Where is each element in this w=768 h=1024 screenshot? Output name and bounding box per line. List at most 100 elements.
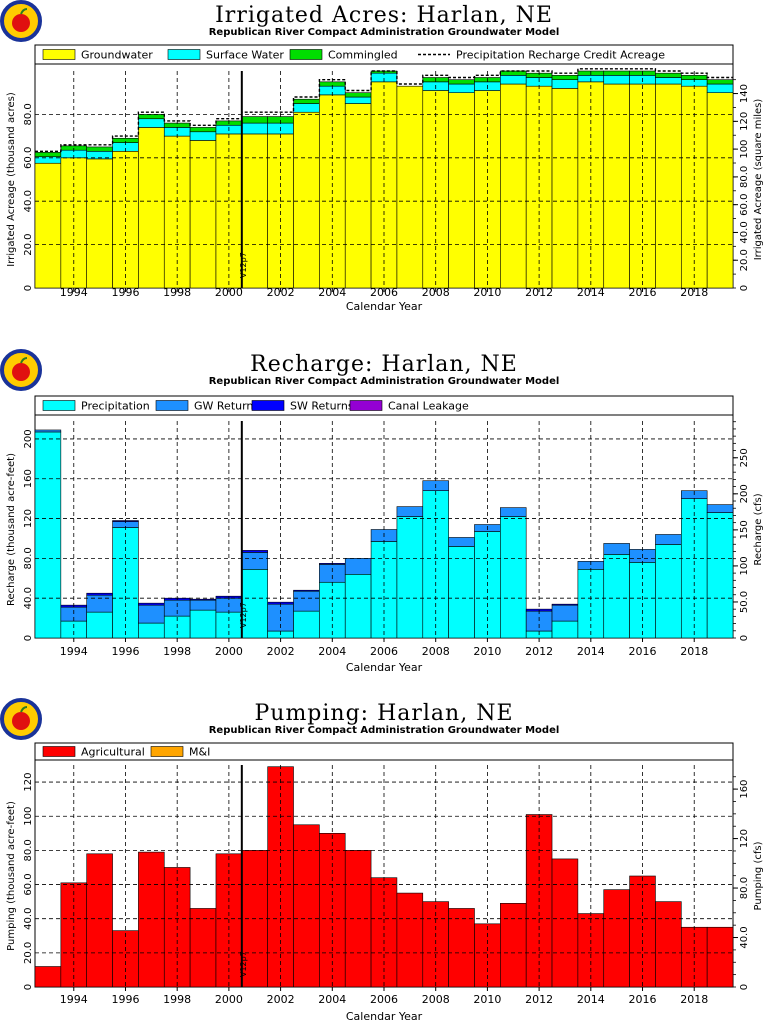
bar-segment (603, 83, 630, 289)
x-tick-label: 2012 (525, 286, 553, 299)
apple-seal-icon (0, 698, 42, 740)
bar-segment (138, 604, 165, 624)
x-tick-label: 2008 (422, 993, 450, 1006)
legend-swatch (42, 400, 76, 411)
model-version-label: V12p7 (239, 951, 248, 977)
bar-segment (293, 590, 320, 612)
bar-segment (448, 537, 475, 547)
x-tick-label: 2000 (215, 286, 243, 299)
legend-swatch (42, 746, 76, 757)
y-tick-label: 0 (23, 285, 34, 291)
model-version-label: V12p7 (239, 602, 248, 628)
x-tick-label: 1996 (111, 645, 139, 658)
legend-label: SW Returns (290, 400, 354, 413)
bar-segment (293, 98, 320, 104)
bar-segment (138, 622, 165, 639)
bar-segment (551, 75, 579, 80)
x-tick-label: 1996 (111, 286, 139, 299)
right-axis-label: Irrigated Acreage (square miles) (753, 99, 764, 261)
bar-segment (293, 103, 320, 113)
chart-panel-irrigated-acres: Irrigated Acres: Harlan, NE Republican R… (0, 0, 768, 340)
bar-segment (551, 858, 579, 988)
bar-segment (551, 620, 579, 639)
bar-segment (138, 127, 165, 289)
x-tick-label: 2018 (680, 993, 708, 1006)
x-tick-label: 1998 (163, 645, 191, 658)
legend-swatch (155, 400, 189, 411)
y-tick-label: 40.0 (23, 587, 34, 609)
right-axis-label: Recharge (cfs) (753, 493, 764, 565)
bar-segment (655, 534, 682, 545)
bar-segment (241, 552, 268, 570)
pumping-chart: 1994 1996 1998 2000 2002 2004 2006 2008 2010 2012… (6, 742, 764, 1023)
bar-segment (655, 901, 682, 988)
right-tick-label: 100 (739, 556, 750, 575)
recharge-chart: 1994 1996 1998 2000 2002 2004 2006 2008 2010 2012… (6, 395, 764, 674)
right-tick-label: 150 (739, 520, 750, 539)
x-tick-label: 1994 (60, 645, 88, 658)
bar-segment (603, 75, 630, 85)
bar-segment (86, 611, 113, 639)
x-tick-label: 2008 (422, 645, 450, 658)
chart-panel-pumping: Pumping: Harlan, NE Republican River Com… (0, 698, 768, 1024)
x-tick-label: 1994 (60, 286, 88, 299)
right-tick-label: 250 (739, 448, 750, 467)
y-tick-label: 0 (23, 635, 34, 641)
x-axis-label: Calendar Year (346, 661, 423, 674)
x-tick-label: 2002 (267, 993, 295, 1006)
bar-segment (448, 546, 475, 639)
bar-segment (86, 158, 113, 289)
bar-segment (189, 609, 217, 639)
bar-segment (60, 620, 87, 639)
x-tick-label: 2012 (525, 645, 553, 658)
bar-segment (500, 507, 527, 517)
irrigated-acres-chart: 1994 1996 1998 2000 2002 2004 2006 2008 2010 2012… (6, 44, 764, 313)
x-axis-label: Calendar Year (346, 300, 423, 313)
right-axis-label: Pumping (cfs) (753, 841, 764, 910)
bar-segment (525, 610, 553, 632)
y-tick-label: 200 (23, 429, 34, 448)
right-tick-label: 20.0 (739, 249, 750, 271)
bar-segment (293, 589, 320, 592)
x-tick-label: 2012 (525, 993, 553, 1006)
y-tick-label: 40.0 (23, 908, 34, 930)
bar-segment (241, 122, 268, 135)
bar-segment (551, 604, 579, 622)
bar-segment (34, 966, 62, 988)
bar-segment (500, 903, 527, 988)
legend-swatch (251, 400, 285, 411)
right-tick-label: 80.0 (739, 166, 750, 188)
y-tick-label: 120 (23, 509, 34, 528)
bar-segment (396, 892, 424, 988)
x-tick-label: 2000 (215, 645, 243, 658)
y-axis-label: Irrigated Acreage (thousand acres) (6, 92, 17, 267)
right-tick-label: 160 (739, 780, 750, 799)
bar-segment (344, 573, 372, 639)
x-tick-label: 2014 (577, 645, 605, 658)
x-tick-label: 2004 (318, 645, 346, 658)
bar-segment (189, 131, 217, 141)
x-tick-label: 1996 (111, 993, 139, 1006)
bar-segment (448, 92, 475, 289)
bar-segment (34, 162, 62, 289)
bar-segment (344, 558, 372, 575)
bar-segment (344, 103, 372, 289)
y-tick-label: 80.0 (23, 103, 34, 125)
bar-segment (34, 429, 62, 433)
bar-segment (655, 72, 682, 78)
x-tick-label: 2016 (629, 993, 657, 1006)
legend-swatch (167, 49, 201, 60)
bar-segment (655, 77, 682, 85)
x-tick-label: 2000 (215, 993, 243, 1006)
right-tick-label: 0 (739, 635, 750, 641)
y-tick-label: 120 (23, 773, 34, 792)
y-tick-label: 100 (23, 807, 34, 826)
bar-segment (396, 85, 424, 289)
bar-segment (551, 88, 579, 289)
bar-segment (241, 133, 268, 289)
right-tick-label: 0 (739, 285, 750, 291)
x-tick-label: 2004 (318, 993, 346, 1006)
bar-segment (655, 83, 682, 289)
bar-segment (138, 851, 165, 988)
bar-segment (603, 889, 630, 988)
